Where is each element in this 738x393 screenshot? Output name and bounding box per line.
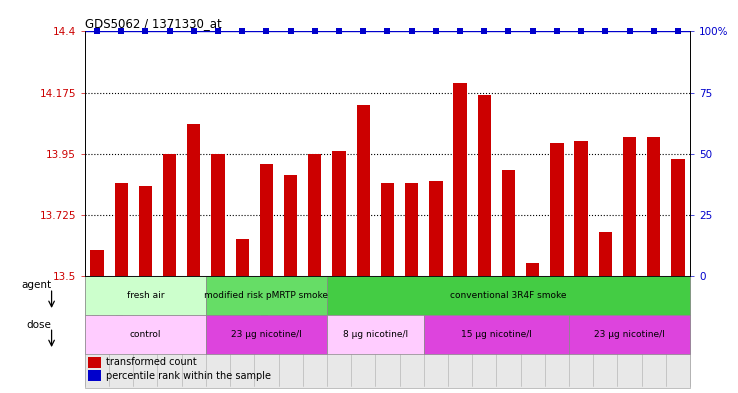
Text: fresh air: fresh air	[127, 291, 164, 300]
Bar	[593, 276, 618, 278]
Bar	[647, 137, 661, 276]
Bar	[569, 276, 593, 278]
Bar	[308, 154, 322, 276]
Bar	[569, 315, 690, 354]
Text: conventional 3R4F smoke: conventional 3R4F smoke	[450, 291, 567, 300]
Bar	[187, 124, 201, 276]
Bar	[618, 276, 641, 278]
Bar	[405, 184, 418, 276]
Bar	[88, 370, 101, 382]
Text: 8 μg nicotine/l: 8 μg nicotine/l	[342, 330, 408, 339]
Bar	[356, 105, 370, 276]
Bar	[666, 276, 690, 278]
Bar	[163, 154, 176, 276]
Bar	[85, 278, 690, 388]
Bar	[134, 276, 157, 278]
Bar	[235, 239, 249, 276]
Bar	[327, 276, 351, 278]
Bar	[472, 276, 497, 278]
Text: transformed count: transformed count	[106, 357, 197, 367]
Bar	[641, 276, 666, 278]
Text: modified risk pMRTP smoke: modified risk pMRTP smoke	[204, 291, 328, 300]
Bar	[88, 357, 101, 368]
Bar	[424, 315, 569, 354]
Bar	[85, 315, 206, 354]
Bar	[260, 164, 273, 276]
Text: GDS5062 / 1371330_at: GDS5062 / 1371330_at	[85, 17, 221, 30]
Text: agent: agent	[21, 281, 52, 290]
Bar	[230, 276, 255, 278]
Bar	[114, 184, 128, 276]
Text: percentile rank within the sample: percentile rank within the sample	[106, 371, 271, 381]
Bar	[332, 151, 345, 276]
Bar	[255, 276, 278, 278]
Bar	[623, 137, 636, 276]
Bar	[574, 141, 587, 276]
Bar	[85, 276, 206, 315]
Text: dose: dose	[27, 320, 52, 330]
Text: 23 μg nicotine/l: 23 μg nicotine/l	[594, 330, 665, 339]
Bar	[139, 186, 152, 276]
Bar	[278, 276, 303, 278]
Bar	[448, 276, 472, 278]
Bar	[90, 250, 103, 276]
Bar	[477, 95, 491, 276]
Bar	[182, 276, 206, 278]
Bar	[526, 263, 539, 276]
Bar	[502, 170, 515, 276]
Bar	[520, 276, 545, 278]
Bar	[545, 276, 569, 278]
Bar	[599, 232, 612, 276]
Bar	[85, 276, 109, 278]
Bar	[206, 315, 327, 354]
Text: 23 μg nicotine/l: 23 μg nicotine/l	[231, 330, 302, 339]
Bar	[109, 276, 134, 278]
Bar	[327, 276, 690, 315]
Bar	[399, 276, 424, 278]
Bar	[327, 315, 424, 354]
Bar	[303, 276, 327, 278]
Bar	[157, 276, 182, 278]
Bar	[497, 276, 520, 278]
Bar	[424, 276, 448, 278]
Bar	[206, 276, 327, 315]
Bar	[453, 83, 466, 276]
Bar	[351, 276, 376, 278]
Bar	[551, 143, 564, 276]
Bar	[381, 184, 394, 276]
Text: 15 μg nicotine/l: 15 μg nicotine/l	[461, 330, 532, 339]
Bar	[430, 181, 443, 276]
Bar	[211, 154, 224, 276]
Bar	[672, 159, 685, 276]
Bar	[284, 175, 297, 276]
Bar	[206, 276, 230, 278]
Text: control: control	[130, 330, 161, 339]
Bar	[376, 276, 399, 278]
